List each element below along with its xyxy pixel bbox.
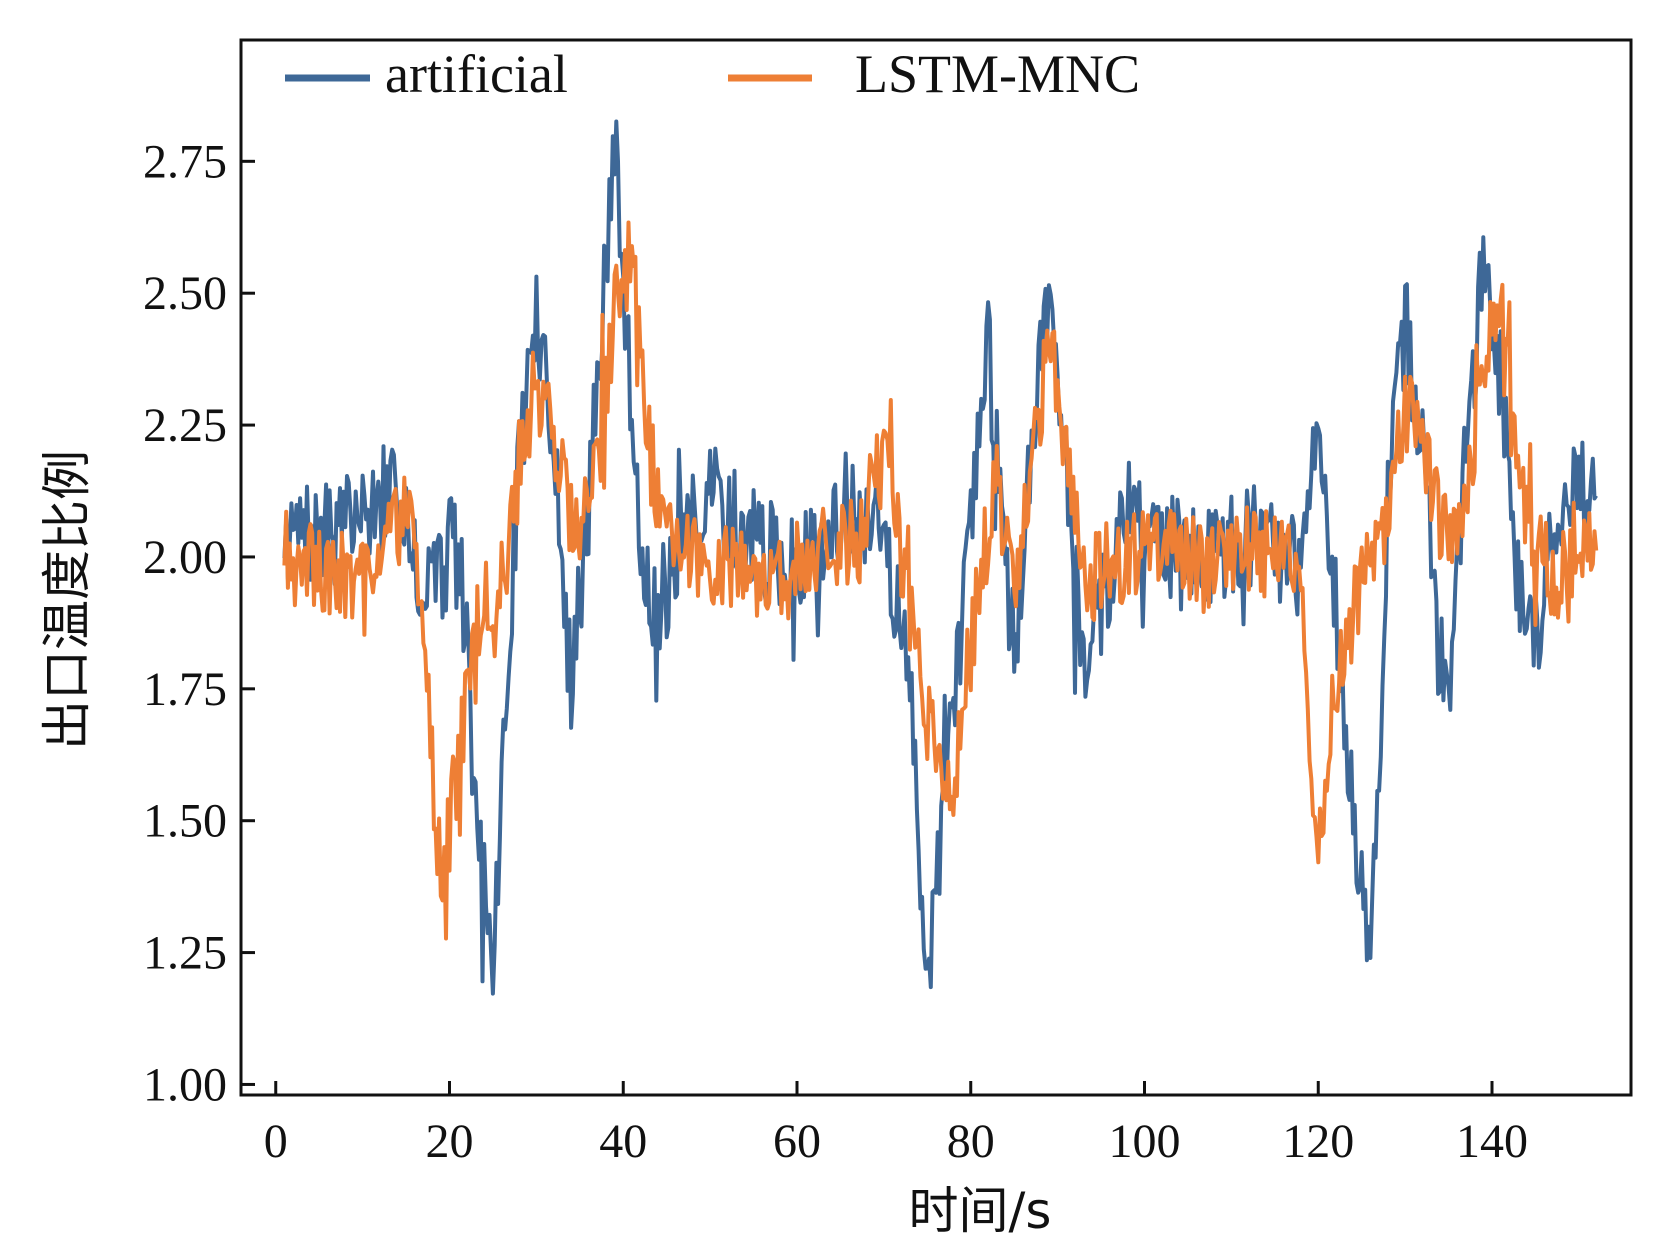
legend: artificial LSTM-MNC — [285, 44, 1140, 104]
x-tick-label: 20 — [426, 1115, 474, 1168]
x-tick-label: 40 — [599, 1115, 647, 1168]
x-tick-label: 140 — [1456, 1115, 1528, 1168]
x-tick-label: 0 — [264, 1115, 288, 1168]
series-layer — [282, 119, 1599, 996]
series-line-artificial — [282, 119, 1598, 996]
y-tick-label: 2.00 — [143, 531, 227, 584]
y-tick-label: 2.50 — [143, 267, 227, 320]
x-tick-label: 60 — [773, 1115, 821, 1168]
plot-frame — [239, 38, 1633, 1097]
x-tick-label: 120 — [1282, 1115, 1354, 1168]
y-tick-label: 1.75 — [143, 663, 227, 716]
x-tick-label: 80 — [947, 1115, 995, 1168]
series-line-lstm-mnc — [282, 220, 1599, 941]
y-tick-label: 2.25 — [143, 399, 227, 452]
y-tick-label: 1.25 — [143, 927, 227, 980]
legend-label-lstm-mnc: LSTM-MNC — [855, 44, 1140, 104]
axis-layer: 0 20 40 60 80 100 120 140 1.00 1.25 1.50 1.75 2.00 2.… — [143, 135, 1528, 1168]
legend-label-artificial: artificial — [385, 44, 568, 104]
x-axis-title: 时间/s — [909, 1182, 1052, 1240]
y-tick-label: 1.50 — [143, 795, 227, 848]
x-tick-label: 100 — [1109, 1115, 1181, 1168]
y-axis-title: 出口温度比例 — [38, 450, 96, 750]
y-tick-label: 1.00 — [143, 1058, 227, 1111]
y-tick-label: 2.75 — [143, 135, 227, 188]
